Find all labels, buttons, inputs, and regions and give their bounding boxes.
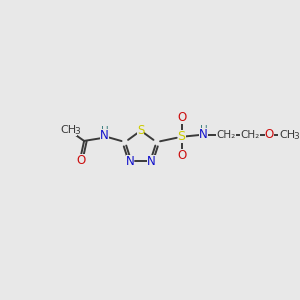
Text: N: N	[126, 154, 134, 168]
Text: N: N	[147, 154, 156, 168]
Text: CH₂: CH₂	[216, 130, 236, 140]
Text: 3: 3	[293, 132, 299, 141]
Text: N: N	[100, 129, 109, 142]
Text: CH: CH	[279, 130, 295, 140]
Text: O: O	[265, 128, 274, 141]
Text: O: O	[177, 111, 186, 124]
Text: S: S	[178, 130, 185, 143]
Text: 3: 3	[75, 127, 80, 136]
Text: CH: CH	[60, 125, 76, 135]
Text: N: N	[199, 128, 208, 141]
Text: S: S	[137, 124, 145, 137]
Text: CH₂: CH₂	[241, 130, 260, 140]
Text: H: H	[200, 124, 208, 134]
Text: O: O	[76, 154, 85, 167]
Text: O: O	[177, 149, 186, 162]
Text: H: H	[101, 126, 109, 136]
